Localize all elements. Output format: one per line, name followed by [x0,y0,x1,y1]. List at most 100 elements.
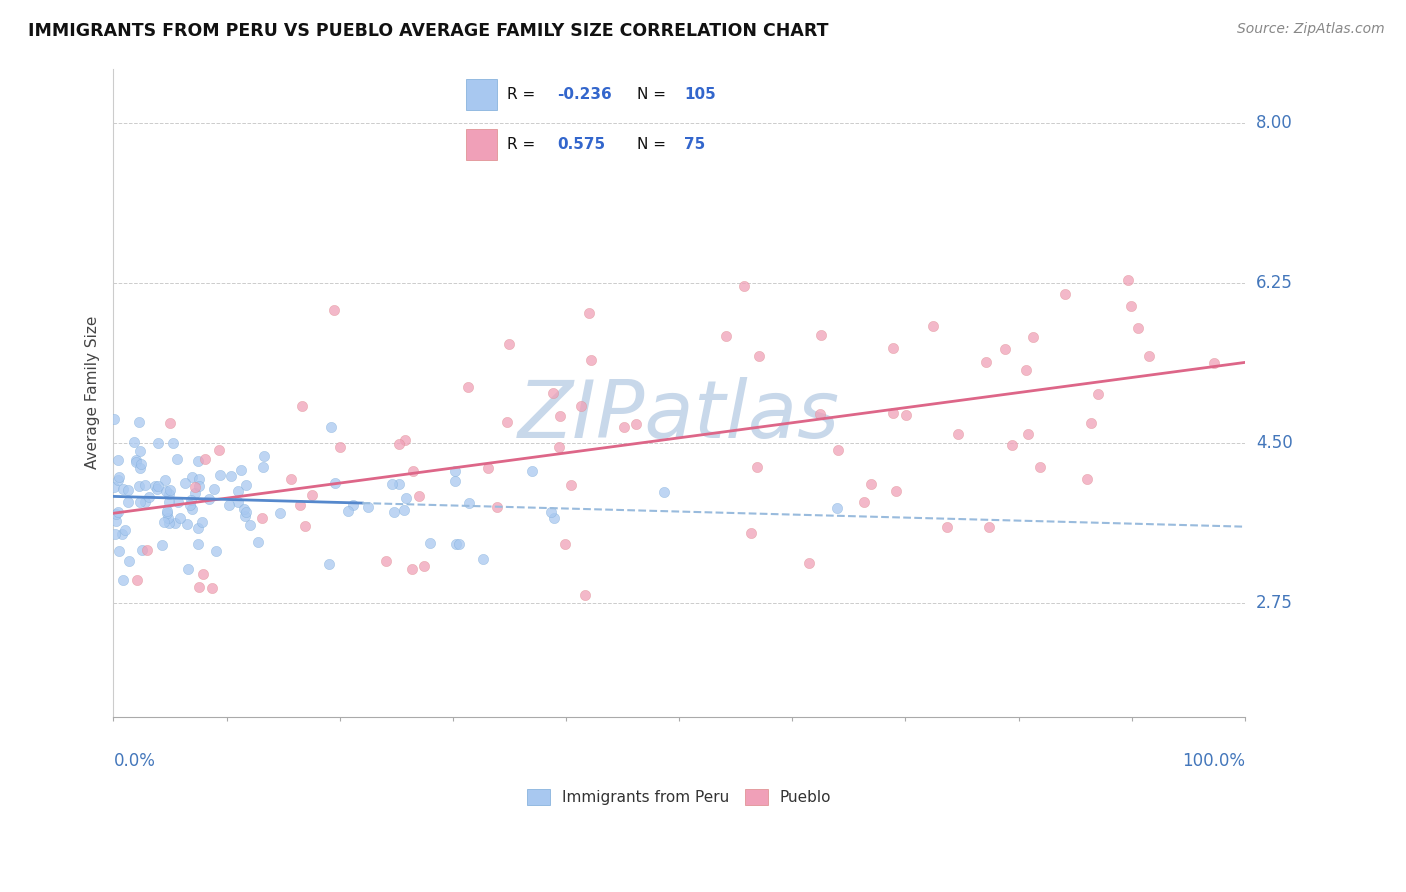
Point [280,472,302,486]
Point [319,420,342,434]
Point [108,469,131,483]
Point [375,554,398,568]
Point [153,515,176,529]
Point [187,520,209,534]
Point [936,520,959,534]
Point [458,496,481,510]
Point [143,479,166,493]
Point [1017,426,1039,441]
Point [128,444,150,458]
Point [1015,363,1038,377]
Point [290,498,312,512]
Point [1126,320,1149,334]
Point [124,455,146,469]
Text: 8.00: 8.00 [1256,114,1294,132]
Point [180,501,202,516]
Point [1076,472,1098,486]
Point [233,508,256,523]
Point [740,525,762,540]
Point [613,419,636,434]
Point [156,506,179,520]
Point [571,400,593,414]
Point [579,352,602,367]
Point [884,483,907,498]
Point [128,415,150,429]
Text: 100.0%: 100.0% [1182,752,1244,770]
Point [412,558,434,573]
Point [122,434,145,449]
Point [187,453,209,467]
Point [153,473,176,487]
Point [107,505,129,519]
Point [322,302,344,317]
Point [1087,387,1109,401]
Point [166,494,188,508]
Point [977,520,1000,534]
Point [548,409,571,423]
Point [204,543,226,558]
Point [485,500,508,514]
Point [419,536,441,550]
Point [155,484,177,499]
Point [1022,330,1045,344]
Point [388,437,411,451]
Point [157,487,180,501]
Point [193,567,215,582]
Point [184,480,207,494]
Legend: Immigrants from Peru, Pueblo: Immigrants from Peru, Pueblo [520,783,838,811]
Point [733,279,755,293]
Point [104,526,127,541]
Point [162,435,184,450]
Point [859,476,882,491]
Point [118,554,141,568]
Text: ZIPatlas: ZIPatlas [517,376,841,455]
Point [444,474,467,488]
Point [233,501,256,516]
Text: 0.0%: 0.0% [114,752,156,770]
Point [157,495,180,509]
Point [183,486,205,500]
Point [337,504,360,518]
Point [179,498,201,512]
Point [748,349,770,363]
Point [107,544,129,558]
Text: 2.75: 2.75 [1256,594,1294,612]
Point [252,511,274,525]
Point [187,580,209,594]
Point [294,519,316,533]
Point [129,457,152,471]
Text: 6.25: 6.25 [1256,274,1294,292]
Point [252,460,274,475]
Point [181,470,204,484]
Point [166,452,188,467]
Point [447,537,470,551]
Point [301,488,323,502]
Point [208,468,231,483]
Point [208,442,231,457]
Point [395,491,418,505]
Point [169,510,191,524]
Point [381,477,404,491]
Point [401,561,423,575]
Point [193,452,215,467]
Point [117,483,139,497]
Point [392,503,415,517]
Point [402,464,425,478]
Point [1054,287,1077,301]
Point [134,495,156,509]
Point [520,464,543,478]
Point [922,318,945,333]
Point [219,469,242,483]
Point [946,426,969,441]
Point [157,511,180,525]
Point [148,479,170,493]
Point [235,505,257,519]
Point [150,538,173,552]
Point [853,495,876,509]
Point [624,417,647,431]
Point [269,506,291,520]
Point [827,443,849,458]
Point [238,517,260,532]
Point [382,505,405,519]
Point [974,355,997,369]
